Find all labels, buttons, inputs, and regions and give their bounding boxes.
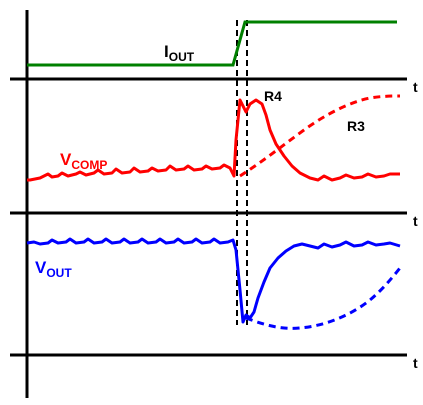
- vcomp-waveform-r4: [27, 98, 400, 182]
- vcomp-waveform-r3: [239, 94, 401, 178]
- vout-waveform-r3: [245, 267, 402, 330]
- iout-label: IOUT: [164, 42, 195, 64]
- r4-label: R4: [264, 88, 282, 104]
- time-axis-2-label: t: [413, 213, 418, 229]
- time-axis-3-label: t: [413, 355, 418, 371]
- iout-waveform: [27, 20, 397, 67]
- vout-label: VOUT: [35, 258, 72, 280]
- vcomp-label: VCOMP: [60, 150, 107, 172]
- vout-waveform-r4: [26, 237, 401, 324]
- r3-label: R3: [347, 118, 365, 134]
- time-axis-1-label: t: [413, 79, 418, 95]
